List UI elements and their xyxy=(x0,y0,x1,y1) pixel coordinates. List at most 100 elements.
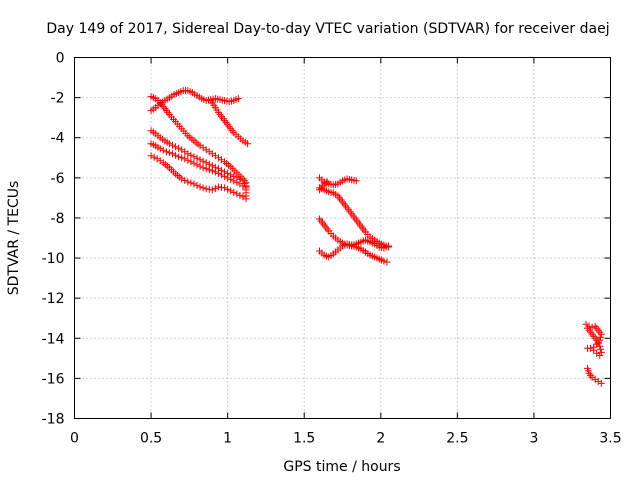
data-point-marker xyxy=(211,168,219,176)
data-point-marker xyxy=(208,167,216,175)
data-point-marker xyxy=(150,153,158,161)
data-point-marker xyxy=(190,159,198,167)
chart-title: Day 149 of 2017, Sidereal Day-to-day VTE… xyxy=(46,21,609,37)
data-point-marker xyxy=(199,184,207,192)
data-point-marker xyxy=(175,144,183,152)
grid-lines xyxy=(74,57,611,419)
data-point-marker xyxy=(178,154,186,162)
data-point-marker xyxy=(190,153,198,161)
data-point-marker xyxy=(594,339,602,347)
data-point-marker xyxy=(597,330,605,338)
data-point-marker xyxy=(159,146,167,154)
data-point-marker xyxy=(196,162,204,170)
data-point-marker xyxy=(597,379,605,387)
data-point-marker xyxy=(181,155,189,163)
data-point-marker xyxy=(218,171,226,179)
data-point-marker xyxy=(214,183,222,191)
y-tick-label: -16 xyxy=(42,371,65,387)
data-point-marker xyxy=(230,188,238,196)
x-tick-label: 0 xyxy=(70,431,79,447)
data-point-marker xyxy=(181,176,189,184)
data-point-marker xyxy=(172,151,180,159)
data-point-marker xyxy=(175,153,183,161)
data-point-marker xyxy=(196,183,204,191)
data-point-marker xyxy=(208,186,216,194)
x-tick-label: 3 xyxy=(529,431,538,447)
data-point-marker xyxy=(227,187,235,195)
data-point-marker xyxy=(162,148,170,156)
data-point-marker xyxy=(224,174,232,182)
data-point-marker xyxy=(205,166,213,174)
data-point-marker xyxy=(165,149,173,157)
data-point-marker xyxy=(383,258,391,266)
data-point-marker xyxy=(584,344,592,352)
data-point-marker xyxy=(233,190,241,198)
y-tick-label: -8 xyxy=(51,211,65,227)
data-point-marker xyxy=(202,185,210,193)
y-tick-label: -18 xyxy=(42,412,65,428)
axis-ticks: 0 0.5 1 1.5 2 2.5 3 3.5 0 -2 -4 -6 -8 -10 -12 -14 -16 -18 xyxy=(42,51,622,447)
data-point-marker xyxy=(196,156,204,164)
data-point-marker xyxy=(172,143,180,151)
data-point-marker xyxy=(169,150,177,158)
data-point-marker xyxy=(218,183,226,191)
data-point-marker xyxy=(165,140,173,148)
data-point-marker xyxy=(596,342,604,350)
data-point-marker xyxy=(244,140,252,148)
data-point-marker xyxy=(221,172,229,180)
data-point-marker xyxy=(193,181,201,189)
data-point-marker xyxy=(224,185,232,193)
data-point-marker xyxy=(205,185,213,193)
data-point-marker xyxy=(199,164,207,172)
data-point-marker xyxy=(597,333,605,341)
x-tick-label: 1.5 xyxy=(293,431,315,447)
data-point-marker xyxy=(323,178,331,186)
data-point-marker xyxy=(184,150,192,158)
x-axis-label: GPS time / hours xyxy=(283,459,400,475)
y-tick-label: -4 xyxy=(51,131,65,147)
data-point-marker xyxy=(214,169,222,177)
data-point-marker xyxy=(380,257,388,265)
data-point-marker xyxy=(199,157,207,165)
data-point-marker xyxy=(230,177,238,185)
data-point-marker xyxy=(187,151,195,159)
data-point-marker xyxy=(202,159,210,167)
y-tick-label: -14 xyxy=(42,331,65,347)
data-point-marker xyxy=(147,152,155,160)
x-tick-label: 2.5 xyxy=(446,431,468,447)
data-point-marker xyxy=(193,161,201,169)
x-tick-label: 1 xyxy=(223,431,232,447)
y-tick-label: 0 xyxy=(56,51,65,67)
data-point-marker xyxy=(590,346,598,354)
x-tick-label: 2 xyxy=(376,431,385,447)
data-point-marker xyxy=(190,180,198,188)
y-tick-label: -10 xyxy=(42,251,65,267)
data-point-marker xyxy=(184,178,192,186)
data-point-marker xyxy=(233,178,241,186)
data-point-marker xyxy=(178,175,186,183)
y-tick-label: -12 xyxy=(42,291,65,307)
data-point-marker xyxy=(597,345,605,353)
data-point-marker xyxy=(597,348,605,356)
y-tick-label: -2 xyxy=(51,91,65,107)
data-point-marker xyxy=(187,158,195,166)
x-tick-label: 3.5 xyxy=(599,431,621,447)
data-point-marker xyxy=(593,336,601,344)
data-point-marker xyxy=(187,179,195,187)
data-point-marker xyxy=(234,95,242,103)
data-point-marker xyxy=(169,141,177,149)
data-point-marker xyxy=(384,242,392,250)
data-point-marker xyxy=(227,175,235,183)
data-point-marker xyxy=(202,165,210,173)
data-point-marker xyxy=(588,323,596,331)
data-point-marker xyxy=(593,349,601,357)
data-point-marker xyxy=(193,154,201,162)
data-point-marker xyxy=(156,145,164,153)
x-tick-label: 0.5 xyxy=(140,431,162,447)
data-point-marker xyxy=(236,191,244,199)
data-point-marker xyxy=(221,184,229,192)
y-axis-label: SDTVAR / TECUs xyxy=(6,181,22,296)
data-points xyxy=(147,87,605,387)
y-tick-label: -6 xyxy=(51,171,65,187)
